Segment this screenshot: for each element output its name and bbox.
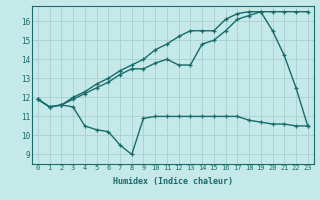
X-axis label: Humidex (Indice chaleur): Humidex (Indice chaleur) [113,177,233,186]
